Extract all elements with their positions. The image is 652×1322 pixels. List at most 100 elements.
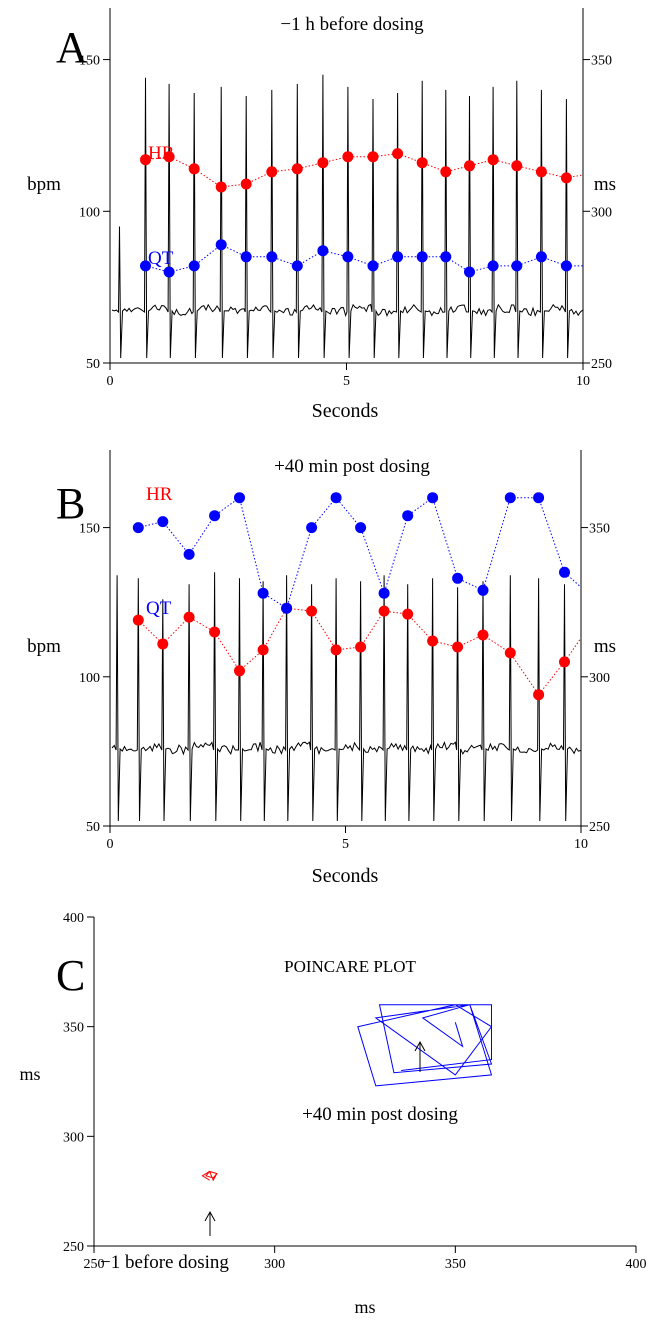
data-point-hr [240,178,252,190]
data-point-hr [452,641,464,653]
x-tick-label: 5 [343,374,350,389]
y-right-tick-label: 300 [591,205,612,220]
data-point-hr [188,163,200,175]
x-tick-label: 5 [342,837,349,852]
y-axis-right-label: ms [594,174,616,195]
series-label-qt: QT [148,248,174,269]
x-tick-label: 10 [576,374,590,389]
data-point-qt [234,492,245,504]
data-point-hr [157,638,169,650]
data-point-qt [560,260,572,272]
panel-title: +40 min post dosing [274,456,430,477]
x-axis-label: Seconds [312,865,379,887]
data-point-qt [559,566,570,578]
x-tick-label: 10 [574,837,588,852]
data-point-qt [257,587,269,599]
data-point-hr [291,163,303,175]
x-tick-label: 350 [445,1257,466,1272]
data-point-qt [464,266,475,278]
y-right-tick-label: 250 [589,820,610,835]
data-point-hr [306,605,318,617]
data-point-qt [535,251,547,263]
data-point-hr [427,635,439,647]
arrow-post-dosing [414,1040,426,1072]
panel-c: 250 300 350 400 250 300 350 400 C POINCARE PLOT ms… [19,911,646,1317]
data-point-qt [427,492,439,504]
y-right-tick-label: 300 [589,671,610,686]
data-point-hr [266,166,278,178]
data-point-hr [330,644,342,656]
data-point-qt [209,510,221,522]
data-point-qt [378,587,390,599]
data-point-hr [215,181,227,193]
y-left-tick-label: 150 [79,522,100,537]
data-point-qt [330,492,342,504]
data-point-hr [367,151,379,163]
data-point-qt [291,260,303,272]
x-tick-label: 250 [84,1257,105,1272]
x-axis-label: ms [354,1297,375,1317]
data-point-qt [306,522,318,534]
data-point-hr [355,641,367,653]
data-point-hr [440,166,452,178]
y-left-tick-label: 100 [79,205,100,220]
data-point-hr [257,644,269,656]
data-point-qt [183,548,195,560]
y-tick-label: 350 [63,1021,84,1036]
data-point-hr [342,151,354,163]
y-axis-right-label: ms [594,636,616,657]
data-point-qt [440,251,452,263]
data-point-qt [140,260,151,272]
panel-title: −1 h before dosing [280,14,424,35]
panel-title: POINCARE PLOT [284,957,416,976]
y-axis-left-label: bpm [27,174,61,195]
data-point-qt [504,492,516,504]
data-point-hr [140,154,151,166]
data-point-hr [535,166,547,178]
panel-letter: A [56,23,88,72]
annotation-post-dosing: +40 min post dosing [302,1104,458,1125]
x-tick-label: 400 [626,1257,647,1272]
data-point-hr [464,160,475,172]
data-point-qt [188,260,200,272]
data-point-qt [452,572,464,584]
data-point-hr [392,148,404,160]
arrow-pre-dosing [204,1210,216,1236]
series-label-qt: QT [146,598,172,619]
data-point-qt [511,260,523,272]
data-point-hr [416,157,428,169]
x-tick-label: 300 [264,1257,285,1272]
data-point-qt [533,492,545,504]
ecg-trace [111,74,583,359]
y-right-tick-label: 350 [589,522,610,537]
data-point-qt [367,260,379,272]
data-point-qt [317,245,329,257]
series-label-hr: HR [148,143,175,164]
data-point-hr [487,154,499,166]
data-point-qt [342,251,354,263]
data-point-qt [132,522,144,534]
panel-b: 50 100 150 250 300 350 0 5 10 HR QT B +40 min post d… [27,450,616,887]
panel-a: 50 100 150 250 300 350 0 5 10 HR QT A −1 h before do… [27,8,616,422]
data-point-qt [416,251,428,263]
x-tick-label: 0 [107,837,114,852]
y-left-tick-label: 150 [79,54,100,69]
x-tick-label: 0 [107,374,114,389]
y-left-tick-label: 50 [86,357,100,372]
y-axis-label: ms [19,1064,40,1084]
data-point-qt [157,516,169,528]
data-point-hr [163,151,175,163]
x-axis-label: Seconds [312,400,379,422]
data-point-qt [487,260,499,272]
data-point-hr [183,611,195,623]
data-point-hr [477,629,489,641]
data-point-hr [378,605,390,617]
y-tick-label: 400 [63,911,84,926]
y-right-tick-label: 250 [591,357,612,372]
panel-letter: B [56,479,85,528]
data-point-qt [402,510,414,522]
annotation-pre-dosing: −1 before dosing [100,1252,229,1273]
y-left-tick-label: 50 [86,820,100,835]
ecg-trace [111,572,581,822]
